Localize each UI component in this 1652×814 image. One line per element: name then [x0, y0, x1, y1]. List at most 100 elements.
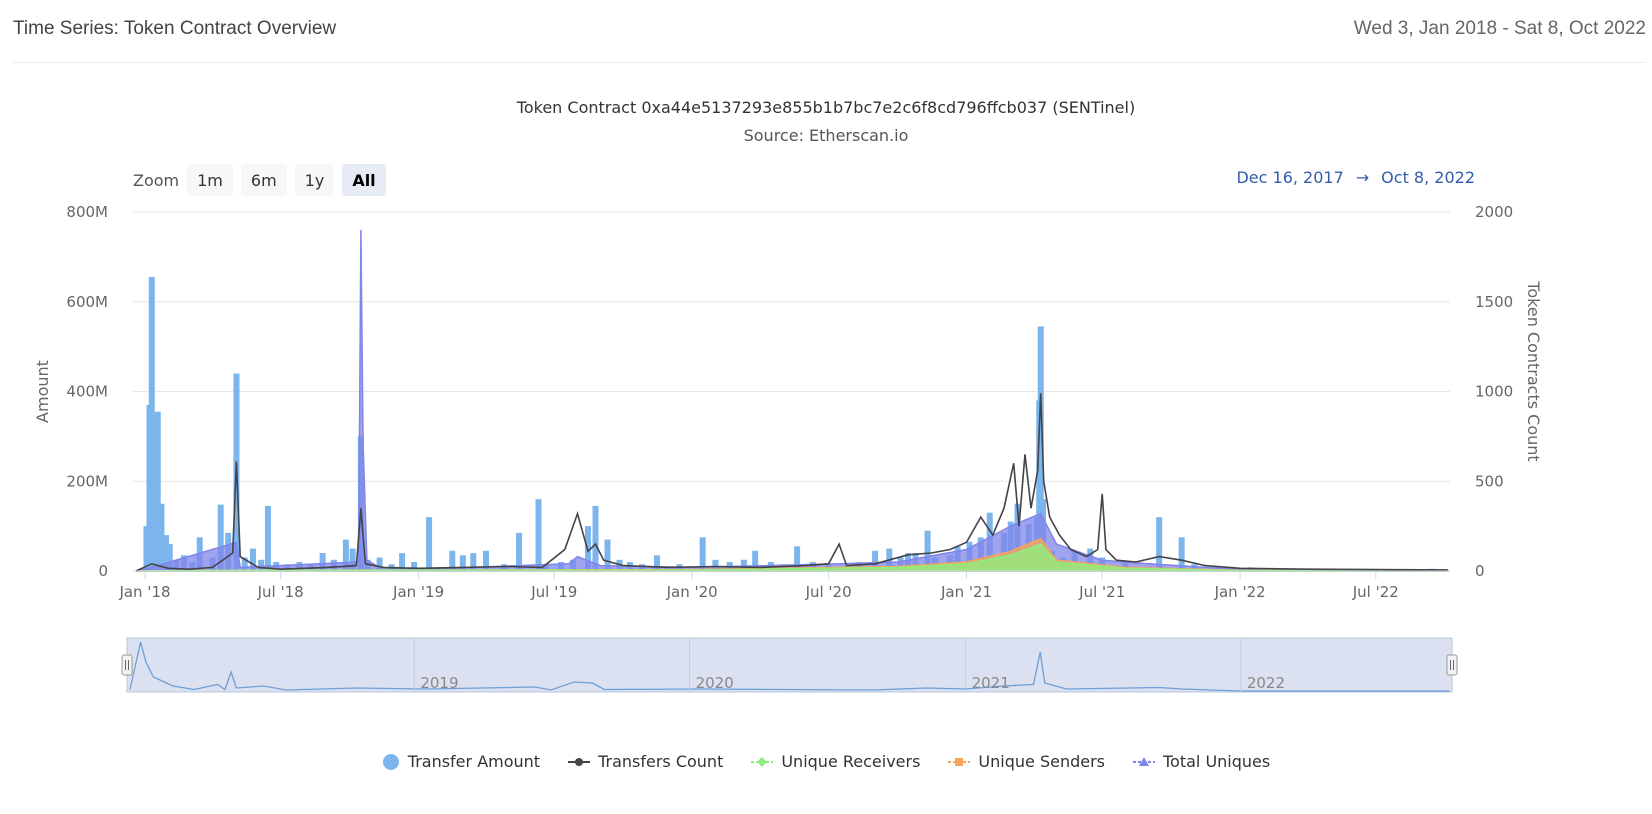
transfer-amount-bar — [319, 553, 326, 571]
range-from[interactable]: Dec 16, 2017 — [1236, 168, 1344, 187]
total-uniques-area — [135, 229, 1449, 572]
x-tick-label: Jan '21 — [940, 583, 992, 601]
y-right-axis-title: Token Contracts Count — [1524, 280, 1543, 461]
y-left-tick-label: 400M — [66, 383, 108, 401]
zoom-1m-button[interactable]: 1m — [187, 164, 233, 196]
transfer-amount-bar — [699, 537, 706, 571]
x-tick-label: Jul '20 — [805, 583, 852, 601]
transfer-amount-bar — [241, 557, 248, 571]
transfer-amount-bar — [752, 550, 759, 571]
x-tick-label: Jan '20 — [666, 583, 718, 601]
legend-label: Transfer Amount — [407, 752, 541, 771]
navigator-year-label: 2021 — [972, 674, 1010, 692]
transfer-amount-bar — [249, 548, 256, 571]
transfer-amount-bar — [1156, 517, 1163, 571]
navigator[interactable]: 2019 2020 2021 2022 — [121, 637, 1458, 693]
y-right-tick-label: 500 — [1475, 472, 1504, 490]
navigator-series — [129, 641, 1450, 692]
transfer-amount-bar — [217, 504, 224, 571]
x-tick-label: Jul '18 — [257, 583, 304, 601]
page-header: Time Series: Token Contract Overview Wed… — [0, 0, 1652, 62]
legend-transfers-count[interactable]: Transfers Count — [568, 752, 723, 771]
transfer-amount-bar — [592, 505, 599, 571]
range-display: Dec 16, 2017 → Oct 8, 2022 — [1236, 168, 1475, 187]
navigator-year-label: 2020 — [696, 674, 734, 692]
y-right-tick-label: 1500 — [1475, 293, 1513, 311]
transfer-amount-bar — [162, 535, 169, 571]
diamond-marker-icon — [751, 756, 774, 767]
legend-label: Transfers Count — [598, 752, 724, 771]
zoom-all-button[interactable]: All — [342, 164, 386, 196]
transfer-amount-bar — [470, 553, 477, 571]
transfer-amount-bars — [143, 277, 1436, 571]
y-right-tick-label: 0 — [1475, 562, 1485, 580]
transfer-amount-bar — [1178, 537, 1185, 571]
navigator-mask — [126, 637, 1453, 693]
x-tick-label: Jan '19 — [392, 583, 444, 601]
legend-total-uniques[interactable]: Total Uniques — [1133, 752, 1270, 771]
transfer-amount-bar — [449, 550, 456, 571]
range-to[interactable]: Oct 8, 2022 — [1381, 168, 1475, 187]
transfer-amount-bar — [516, 532, 523, 571]
navigator-year-label: 2022 — [1247, 674, 1285, 692]
chart-title: Token Contract 0xa44e5137293e855b1b7bc7e… — [516, 98, 1136, 117]
legend-label: Unique Senders — [978, 752, 1105, 771]
transfer-amount-bar — [411, 562, 418, 571]
triangle-marker-icon — [1133, 756, 1155, 766]
transfer-amount-bar — [872, 550, 879, 571]
transfers-count-line — [135, 393, 1448, 572]
transfer-amount-bar — [349, 548, 356, 571]
y-right-tick-label: 1000 — [1475, 383, 1513, 401]
transfer-amount-bar — [459, 555, 466, 571]
legend-unique-receivers[interactable]: Unique Receivers — [751, 752, 920, 771]
chart-canvas: 0 0 200M 500 400M 1000 600M 1500 800M 2000 Jan '18… — [33, 203, 1543, 693]
chart-subtitle: Source: Etherscan.io — [743, 126, 909, 145]
transfer-amount-bar — [376, 557, 383, 571]
transfer-amount-bar — [158, 503, 165, 571]
transfer-amount-bar — [1037, 326, 1044, 571]
x-tick-label: Jan '18 — [118, 583, 170, 601]
transfer-amount-bar — [426, 517, 433, 571]
legend-label: Total Uniques — [1163, 752, 1271, 771]
transfer-amount-bar — [166, 544, 173, 571]
x-tick-label: Jul '22 — [1352, 583, 1399, 601]
transfers-count-line-path — [135, 393, 1448, 572]
zoom-1y-button[interactable]: 1y — [294, 164, 335, 196]
transfer-amount-bar — [264, 505, 271, 571]
y-left-tick-label: 600M — [66, 293, 108, 311]
x-tick-label: Jan '22 — [1214, 583, 1266, 601]
unique-areas — [135, 229, 1449, 572]
y-left-axis-title: Amount — [33, 360, 52, 423]
legend-label: Unique Receivers — [781, 752, 921, 771]
transfer-amount-bar — [258, 559, 265, 571]
transfer-amount-bar — [604, 539, 611, 571]
y-left-tick-label: 800M — [66, 203, 108, 221]
zoom-6m-button[interactable]: 6m — [240, 164, 287, 196]
legend-unique-senders[interactable]: Unique Senders — [948, 752, 1105, 771]
transfer-amount-bar — [483, 550, 490, 571]
zoom-label: Zoom — [133, 170, 180, 190]
line-marker-icon — [568, 757, 591, 766]
legend-transfer-amount[interactable]: Transfer Amount — [382, 752, 540, 771]
x-tick-label: Jul '19 — [530, 583, 577, 601]
x-tick-label: Jul '21 — [1078, 583, 1125, 601]
transfer-amount-bar — [924, 530, 931, 571]
transfer-amount-bar — [154, 411, 161, 571]
zoom-selector: Zoom 1m 6m 1y All — [133, 164, 394, 196]
square-marker-icon — [948, 757, 971, 766]
navigator-year-label: 2019 — [420, 674, 458, 692]
transfer-amount-bar — [399, 553, 406, 571]
transfer-amount-bar — [712, 559, 719, 571]
transfer-amount-bar — [535, 499, 542, 571]
axes: 0 0 200M 500 400M 1000 600M 1500 800M 2000 Jan '18… — [33, 203, 1543, 601]
transfer-amount-bar — [653, 555, 660, 571]
transfer-amount-bar — [342, 539, 349, 571]
navigator-right-handle[interactable] — [1446, 654, 1458, 676]
navigator-left-handle[interactable] — [121, 654, 133, 676]
legend: Transfer Amount Transfers Count Unique R… — [0, 752, 1652, 771]
y-left-tick-label: 0 — [98, 562, 108, 580]
transfer-amount-bar — [794, 546, 801, 571]
page-title: Time Series: Token Contract Overview — [13, 18, 337, 39]
header-date-range: Wed 3, Jan 2018 - Sat 8, Oct 2022 — [1353, 18, 1646, 39]
range-arrow: → — [1355, 168, 1370, 187]
